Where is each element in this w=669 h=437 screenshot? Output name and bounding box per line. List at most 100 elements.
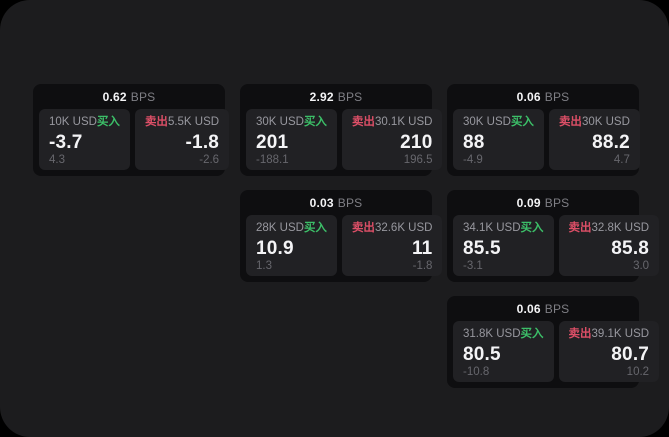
quote-card-grid: 0.62 BPS 10K USD 买入 -3.7 4.3 卖出 5.5K USD… [33,84,660,388]
buy-amount: 10K USD [49,116,97,128]
buy-tile[interactable]: 31.8K USD 买入 80.5 -10.8 [453,321,554,382]
buy-price: 80.5 [463,344,501,365]
buy-tile-header: 28K USD 买入 [256,222,327,235]
sell-tile-header: 卖出 30K USD [559,116,630,129]
sell-delta: 3.0 [633,260,650,272]
buy-label[interactable]: 买入 [520,328,544,340]
quote-card-body: 28K USD 买入 10.9 1.3 卖出 32.6K USD 11 -1.8 [246,215,443,276]
sell-label[interactable]: 卖出 [558,116,582,128]
quote-card-body: 10K USD 买入 -3.7 4.3 卖出 5.5K USD -1.8 -2.… [39,109,230,170]
sell-label[interactable]: 卖出 [351,222,375,234]
buy-delta: -3.1 [463,260,483,272]
sell-tile[interactable]: 卖出 5.5K USD -1.8 -2.6 [134,109,230,170]
buy-tile[interactable]: 30K USD 买入 201 -188.1 [246,109,337,170]
buy-price: 88 [463,132,485,153]
buy-tile[interactable]: 30K USD 买入 88 -4.9 [453,109,544,170]
buy-tile[interactable]: 10K USD 买入 -3.7 4.3 [39,109,130,170]
sell-delta: 196.5 [403,154,433,166]
quote-card: 0.06 BPS 31.8K USD 买入 80.5 -10.8 卖出 39.1… [447,296,660,388]
buy-label[interactable]: 买入 [303,222,327,234]
sell-label[interactable]: 卖出 [568,328,592,340]
buy-delta: -10.8 [463,366,490,378]
buy-label[interactable]: 买入 [520,222,544,234]
sell-label[interactable]: 卖出 [351,116,375,128]
sell-amount: 32.8K USD [591,222,650,234]
buy-amount: 30K USD [463,116,511,128]
spread-header: 0.09 BPS [453,190,633,215]
buy-label[interactable]: 买入 [303,116,327,128]
sell-tile[interactable]: 卖出 39.1K USD 80.7 10.2 [558,321,660,382]
sell-amount: 30.1K USD [374,116,433,128]
sell-price: 85.8 [611,238,650,259]
sell-tile[interactable]: 卖出 30.1K USD 210 196.5 [341,109,443,170]
buy-label[interactable]: 买入 [96,116,120,128]
buy-delta: 1.3 [256,260,272,272]
sell-label[interactable]: 卖出 [568,222,592,234]
spread-unit-label: BPS [544,89,570,104]
buy-label[interactable]: 买入 [510,116,534,128]
spread-value: 0.09 [516,195,541,210]
spread-unit-label: BPS [544,301,570,316]
buy-tile-header: 31.8K USD 买入 [463,328,544,341]
buy-tile-header: 30K USD 买入 [256,116,327,129]
sell-price: -1.8 [185,132,220,153]
buy-delta: -188.1 [256,154,289,166]
buy-tile-header: 10K USD 买入 [49,116,120,129]
spread-value: 0.06 [516,301,541,316]
buy-tile[interactable]: 28K USD 买入 10.9 1.3 [246,215,337,276]
sell-price: 80.7 [611,344,650,365]
sell-delta: -2.6 [199,154,220,166]
spread-header: 0.03 BPS [246,190,426,215]
buy-price: 201 [256,132,289,153]
quote-card-body: 31.8K USD 买入 80.5 -10.8 卖出 39.1K USD 80.… [453,321,660,382]
spread-header: 0.62 BPS [39,84,219,109]
buy-price: 85.5 [463,238,501,259]
buy-tile-header: 34.1K USD 买入 [463,222,544,235]
spread-header: 0.06 BPS [453,84,633,109]
sell-amount: 32.6K USD [374,222,433,234]
buy-amount: 31.8K USD [463,328,521,340]
sell-tile[interactable]: 卖出 32.8K USD 85.8 3.0 [558,215,660,276]
sell-label[interactable]: 卖出 [144,116,168,128]
sell-tile-header: 卖出 32.6K USD [352,222,433,235]
buy-price: 10.9 [256,238,294,259]
buy-price: -3.7 [49,132,83,153]
quote-card: 0.62 BPS 10K USD 买入 -3.7 4.3 卖出 5.5K USD… [33,84,230,176]
sell-tile[interactable]: 卖出 30K USD 88.2 4.7 [548,109,640,170]
sell-tile-header: 卖出 32.8K USD [569,222,650,235]
sell-tile-header: 卖出 5.5K USD [145,116,219,129]
buy-delta: -4.9 [463,154,483,166]
sell-tile[interactable]: 卖出 32.6K USD 11 -1.8 [341,215,443,276]
sell-price: 11 [411,238,433,259]
buy-tile[interactable]: 34.1K USD 买入 85.5 -3.1 [453,215,554,276]
quote-card: 0.09 BPS 34.1K USD 买入 85.5 -3.1 卖出 32.8K… [447,190,660,282]
sell-tile-header: 卖出 30.1K USD [352,116,433,129]
spread-header: 2.92 BPS [246,84,426,109]
quote-card: 2.92 BPS 30K USD 买入 201 -188.1 卖出 30.1K … [240,84,443,176]
spread-value: 0.62 [102,89,127,104]
sell-delta: 4.7 [613,154,630,166]
quote-card: 0.06 BPS 30K USD 买入 88 -4.9 卖出 30K USD 8… [447,84,640,176]
spread-header: 0.06 BPS [453,296,633,321]
spread-value: 2.92 [309,89,334,104]
sell-delta: 10.2 [626,366,650,378]
spread-unit-label: BPS [337,195,363,210]
spread-unit-label: BPS [337,89,363,104]
sell-price: 88.2 [592,132,630,153]
buy-delta: 4.3 [49,154,65,166]
quote-card-body: 30K USD 买入 88 -4.9 卖出 30K USD 88.2 4.7 [453,109,640,170]
spread-unit-label: BPS [544,195,570,210]
quote-card-body: 30K USD 买入 201 -188.1 卖出 30.1K USD 210 1… [246,109,443,170]
spread-value: 0.06 [516,89,541,104]
sell-amount: 5.5K USD [167,116,220,128]
sell-tile-header: 卖出 39.1K USD [569,328,650,341]
sell-price: 210 [400,132,433,153]
buy-amount: 34.1K USD [463,222,521,234]
quote-card-body: 34.1K USD 买入 85.5 -3.1 卖出 32.8K USD 85.8… [453,215,660,276]
spread-unit-label: BPS [130,89,156,104]
sell-amount: 30K USD [581,116,630,128]
buy-tile-header: 30K USD 买入 [463,116,534,129]
buy-amount: 30K USD [256,116,304,128]
quote-card: 0.03 BPS 28K USD 买入 10.9 1.3 卖出 32.6K US… [240,190,443,282]
